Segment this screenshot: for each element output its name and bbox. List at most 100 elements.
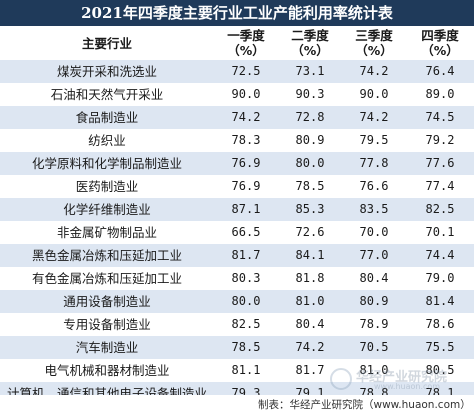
q3-value-cell: 78.9 [359, 317, 389, 331]
q4-value-cell: 80.5 [425, 363, 455, 377]
column-header-q3: 三季度 （%） [342, 26, 406, 60]
q1-value-cell: 78.5 [231, 340, 261, 354]
table-footer: 制表：华经产业研究院（www.huaon.com） [0, 395, 474, 416]
table-row: 有色金属冶炼和压延加工业 80.3 81.8 80.4 79.0 [0, 267, 474, 290]
column-header-q2: 二季度 （%） [278, 26, 342, 60]
q3-value-cell: 80.4 [359, 271, 389, 285]
industry-name-cell: 医药制造业 [75, 179, 139, 194]
q4-value-cell: 74.4 [425, 248, 455, 262]
q3-value-cell: 76.6 [359, 179, 389, 193]
q4-value-cell: 82.5 [425, 202, 455, 216]
q4-value-cell: 76.4 [425, 64, 455, 78]
industry-name-cell: 通用设备制造业 [63, 294, 151, 309]
table-row: 化学纤维制造业 87.1 85.3 83.5 82.5 [0, 198, 474, 221]
q3-value-cell: 74.2 [359, 64, 389, 78]
industry-name-cell: 纺织业 [88, 133, 126, 148]
q2-value-cell: 72.6 [295, 225, 325, 239]
q4-value-cell: 81.4 [425, 294, 455, 308]
q1-value-cell: 90.0 [231, 87, 261, 101]
table-row: 汽车制造业 78.5 74.2 70.5 75.5 [0, 336, 474, 359]
q4-value-cell: 89.0 [425, 87, 455, 101]
q3-value-cell: 80.9 [359, 294, 389, 308]
q1-value-cell: 78.3 [231, 133, 261, 147]
q4-value-cell: 79.0 [425, 271, 455, 285]
q2-value-cell: 74.2 [295, 340, 325, 354]
column-header-unit: （%） [227, 43, 265, 58]
q1-value-cell: 81.7 [231, 248, 261, 262]
q3-value-cell: 81.0 [359, 363, 389, 377]
q1-value-cell: 87.1 [231, 202, 261, 216]
q2-value-cell: 78.5 [295, 179, 325, 193]
industry-name-cell: 非金属矿物制品业 [56, 225, 157, 240]
q2-value-cell: 81.0 [295, 294, 325, 308]
table-row: 食品制造业 74.2 72.8 74.2 74.5 [0, 106, 474, 129]
q4-value-cell: 77.6 [425, 156, 455, 170]
table-row: 非金属矿物制品业 66.5 72.6 70.0 70.1 [0, 221, 474, 244]
industry-name-cell: 电气机械和器材制造业 [44, 363, 170, 378]
table-row: 化学原料和化学制品制造业 76.9 80.0 77.8 77.6 [0, 152, 474, 175]
q4-value-cell: 78.6 [425, 317, 455, 331]
industry-name-cell: 有色金属冶炼和压延加工业 [31, 271, 182, 286]
column-header-label: 一季度 [227, 28, 265, 43]
table-title: 2021年四季度主要行业工业产能利用率统计表 [0, 0, 474, 26]
q1-value-cell: 74.2 [231, 110, 261, 124]
q1-value-cell: 80.0 [231, 294, 261, 308]
q2-value-cell: 80.4 [295, 317, 325, 331]
q1-value-cell: 76.9 [231, 179, 261, 193]
table-row: 石油和天然气开采业 90.0 90.3 90.0 89.0 [0, 83, 474, 106]
source-note: 制表：华经产业研究院（www.huaon.com） [258, 399, 471, 411]
q2-value-cell: 85.3 [295, 202, 325, 216]
q2-value-cell: 81.7 [295, 363, 325, 377]
q3-value-cell: 70.0 [359, 225, 389, 239]
industry-name-cell: 黑色金属冶炼和压延加工业 [31, 248, 182, 263]
q2-value-cell: 72.8 [295, 110, 325, 124]
column-header-unit: （%） [355, 43, 393, 58]
q3-value-cell: 70.5 [359, 340, 389, 354]
q1-value-cell: 81.1 [231, 363, 261, 377]
column-header-label: 四季度 [421, 28, 459, 43]
table-row: 黑色金属冶炼和压延加工业 81.7 84.1 77.0 74.4 [0, 244, 474, 267]
q4-value-cell: 77.4 [425, 179, 455, 193]
q4-value-cell: 79.2 [425, 133, 455, 147]
table-row: 通用设备制造业 80.0 81.0 80.9 81.4 [0, 290, 474, 313]
industry-name-cell: 食品制造业 [75, 110, 139, 125]
q1-value-cell: 76.9 [231, 156, 261, 170]
q1-value-cell: 72.5 [231, 64, 261, 78]
q3-value-cell: 90.0 [359, 87, 389, 101]
table-row: 医药制造业 76.9 78.5 76.6 77.4 [0, 175, 474, 198]
q4-value-cell: 70.1 [425, 225, 455, 239]
q2-value-cell: 81.8 [295, 271, 325, 285]
q1-value-cell: 66.5 [231, 225, 261, 239]
q2-value-cell: 84.1 [295, 248, 325, 262]
table-row: 煤炭开采和洗选业 72.5 73.1 74.2 76.4 [0, 60, 474, 83]
column-header-unit: （%） [421, 43, 459, 58]
column-header-q1: 一季度 （%） [214, 26, 278, 60]
industry-name-cell: 化学原料和化学制品制造业 [31, 156, 182, 171]
table-row: 专用设备制造业 82.5 80.4 78.9 78.6 [0, 313, 474, 336]
q3-value-cell: 77.8 [359, 156, 389, 170]
column-header-unit: （%） [291, 43, 329, 58]
q4-value-cell: 74.5 [425, 110, 455, 124]
q2-value-cell: 73.1 [295, 64, 325, 78]
industry-name-cell: 石油和天然气开采业 [50, 87, 164, 102]
table-row: 纺织业 78.3 80.9 79.5 79.2 [0, 129, 474, 152]
industry-name-cell: 汽车制造业 [75, 340, 139, 355]
q1-value-cell: 80.3 [231, 271, 261, 285]
q4-value-cell: 75.5 [425, 340, 455, 354]
q2-value-cell: 90.3 [295, 87, 325, 101]
column-header-industry: 主要行业 [0, 26, 214, 60]
table-row: 电气机械和器材制造业 81.1 81.7 81.0 80.5 [0, 359, 474, 382]
q3-value-cell: 79.5 [359, 133, 389, 147]
industry-name-cell: 化学纤维制造业 [63, 202, 151, 217]
q1-value-cell: 82.5 [231, 317, 261, 331]
q3-value-cell: 77.0 [359, 248, 389, 262]
column-header-label: 三季度 [355, 28, 393, 43]
q3-value-cell: 74.2 [359, 110, 389, 124]
q3-value-cell: 83.5 [359, 202, 389, 216]
q2-value-cell: 80.9 [295, 133, 325, 147]
column-header-q4: 四季度 （%） [406, 26, 474, 60]
industry-name-cell: 煤炭开采和洗选业 [56, 64, 157, 79]
industry-name-cell: 专用设备制造业 [63, 317, 151, 332]
column-header-label: 主要行业 [81, 35, 132, 51]
